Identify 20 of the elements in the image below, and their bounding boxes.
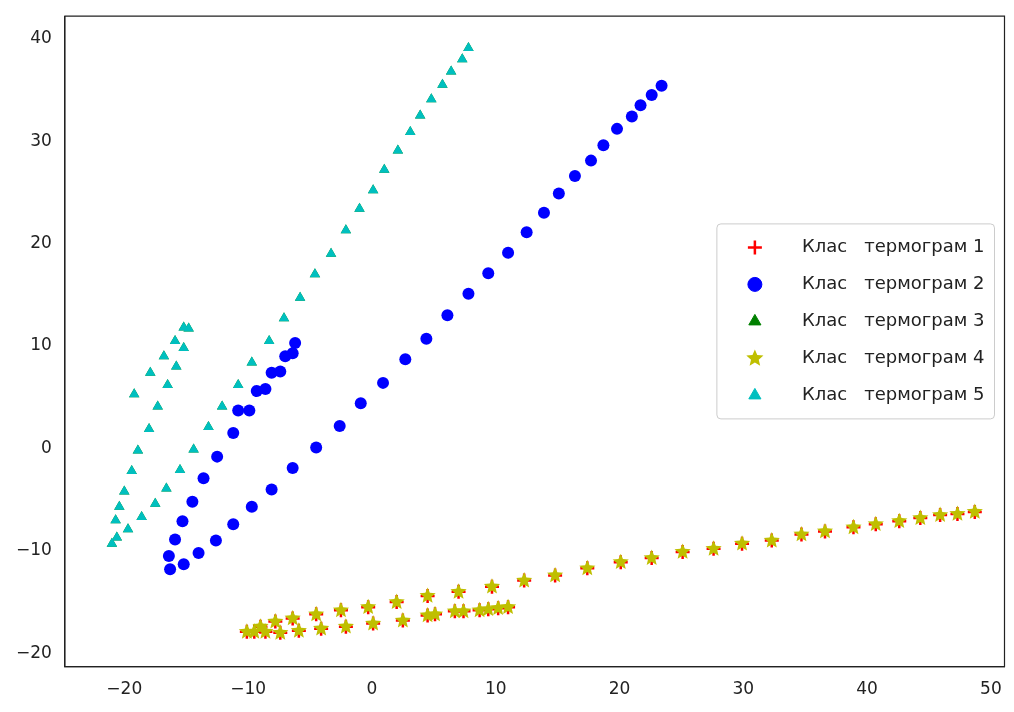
y-tick-label: −20 xyxy=(15,641,52,662)
y-tick-label: 10 xyxy=(30,334,52,355)
legend-label: Клас термограм 2 xyxy=(801,272,985,294)
legend-label: Клас термограм 3 xyxy=(801,309,985,331)
y-tick-label: 30 xyxy=(30,129,52,150)
legend-label: Клас термограм 1 xyxy=(801,235,985,257)
x-tick-label: 20 xyxy=(608,678,631,699)
x-tick-label: 10 xyxy=(484,678,507,699)
x-tick-label: 50 xyxy=(980,678,1002,699)
legend-label: Клас термограм 5 xyxy=(801,383,985,405)
x-tick-label: 30 xyxy=(732,678,755,699)
y-tick-label: −10 xyxy=(15,539,52,560)
x-tick-label: −20 xyxy=(106,678,143,699)
x-tick-label: 0 xyxy=(366,678,378,699)
x-tick-label: −10 xyxy=(230,678,267,699)
legend-label: Клас термограм 4 xyxy=(801,346,985,368)
x-tick-label: 40 xyxy=(856,678,878,699)
y-tick-label: 0 xyxy=(41,436,52,457)
y-tick-label: 40 xyxy=(30,27,52,48)
y-tick-label: 20 xyxy=(30,232,52,253)
